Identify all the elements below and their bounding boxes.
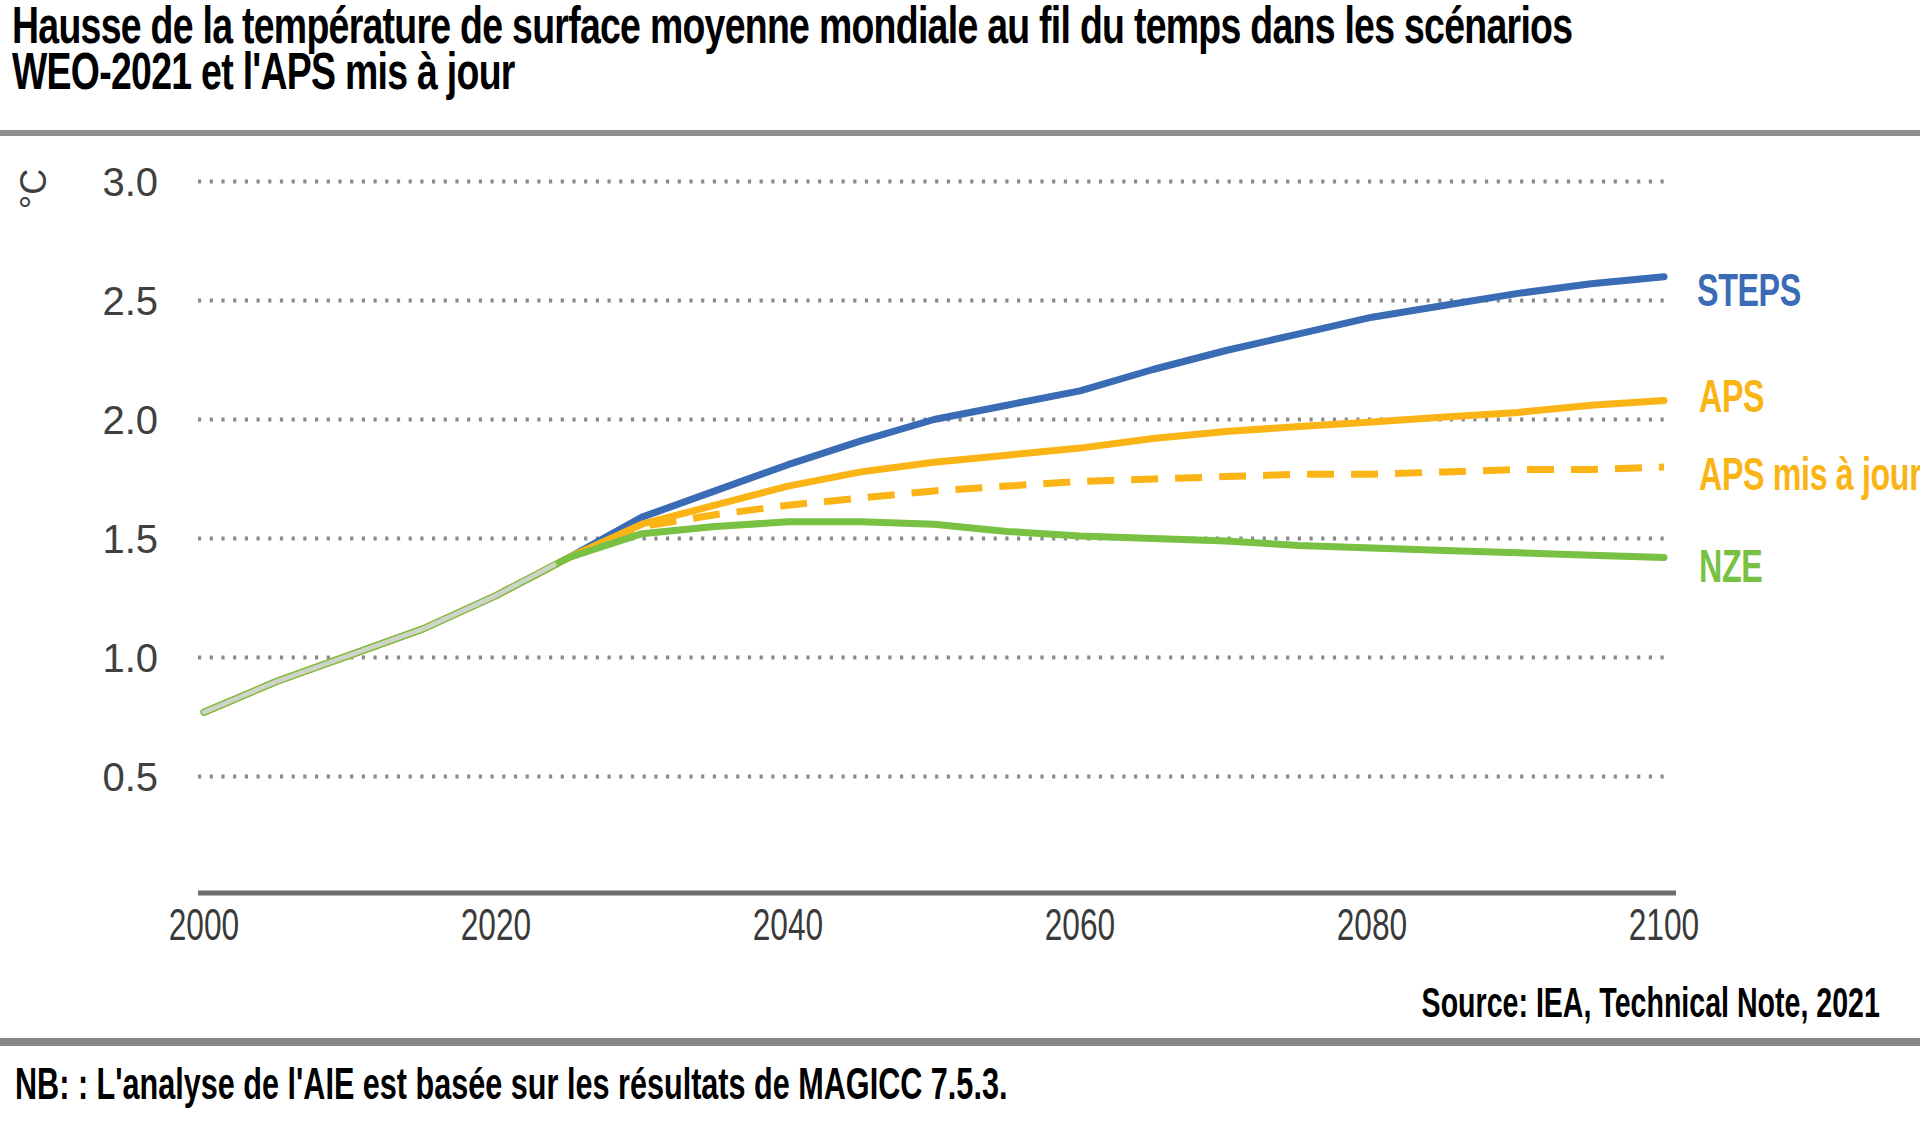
x-tick-text-2000: 2000	[169, 903, 239, 947]
series-line-nze	[204, 522, 1664, 712]
bottom-divider	[0, 1038, 1920, 1046]
y-tick-label-0.5: 0.5	[48, 757, 158, 797]
x-tick-label-2060: 2060	[1005, 903, 1155, 947]
series-line-historical-overlay	[204, 565, 554, 713]
x-tick-text-2060: 2060	[1045, 903, 1115, 947]
legend-label-aps-mis-a-jour: APS mis à jour	[1699, 451, 1920, 497]
y-tick-label-1.5: 1.5	[48, 519, 158, 559]
series-line-aps	[204, 401, 1664, 713]
x-tick-label-2100: 2100	[1589, 903, 1739, 947]
x-tick-text-2020: 2020	[461, 903, 531, 947]
y-tick-label-1.0: 1.0	[48, 638, 158, 678]
legend-label-nze: NZE	[1699, 543, 1790, 589]
series-line-steps	[204, 277, 1664, 713]
x-tick-label-2080: 2080	[1297, 903, 1447, 947]
series-line-aps-mis-jour	[204, 467, 1664, 712]
x-tick-text-2040: 2040	[753, 903, 823, 947]
x-tick-label-2000: 2000	[129, 903, 279, 947]
footnote: NB: : L'analyse de l'AIE est basée sur l…	[15, 1060, 1474, 1108]
source-note: Source: IEA, Technical Note, 2021	[1206, 982, 1880, 1024]
x-tick-text-2080: 2080	[1337, 903, 1407, 947]
y-tick-label-3.0: 3.0	[48, 162, 158, 202]
x-tick-label-2020: 2020	[421, 903, 571, 947]
x-tick-label-2040: 2040	[713, 903, 863, 947]
legend-label-aps: APS	[1699, 373, 1792, 419]
y-tick-label-2.5: 2.5	[48, 281, 158, 321]
y-tick-label-2.0: 2.0	[48, 400, 158, 440]
legend-label-steps: STEPS	[1697, 267, 1845, 313]
chart-canvas	[0, 0, 1920, 1125]
x-tick-text-2100: 2100	[1629, 903, 1699, 947]
chart-page: Hausse de la température de surface moye…	[0, 0, 1920, 1125]
